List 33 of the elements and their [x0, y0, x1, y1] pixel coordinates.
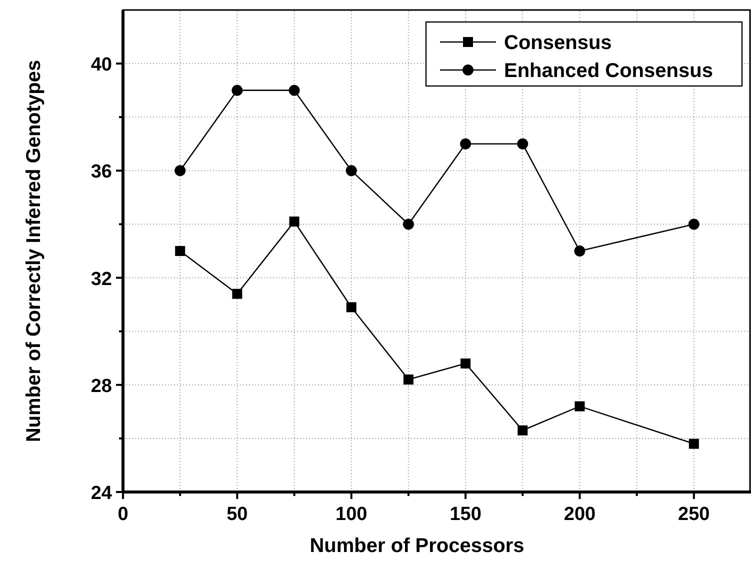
- point: [232, 288, 242, 299]
- point: [688, 438, 699, 449]
- legend-label: Consensus: [504, 32, 612, 54]
- point: [288, 84, 300, 96]
- point: [346, 302, 356, 312]
- y-tick-label: 28: [90, 376, 112, 397]
- x-tick-label: 0: [118, 504, 128, 525]
- y-tick-label: 24: [90, 483, 112, 504]
- y-axis-title: Number of Correctly Inferred Genotypes: [23, 60, 45, 442]
- point: [518, 425, 528, 436]
- x-tick-label: 150: [450, 504, 482, 525]
- point: [289, 216, 300, 227]
- point: [232, 84, 243, 96]
- point: [346, 165, 357, 176]
- point: [175, 246, 186, 256]
- x-tick-label: 250: [678, 504, 710, 525]
- point: [517, 138, 528, 150]
- y-tick-label: 40: [90, 54, 112, 76]
- y-tick-label: 36: [90, 162, 112, 183]
- point: [460, 138, 472, 150]
- x-tick-label: 200: [564, 504, 596, 525]
- x-tick-label: 100: [336, 504, 368, 525]
- point: [174, 165, 186, 176]
- point: [403, 374, 414, 385]
- point: [574, 401, 585, 412]
- point: [688, 218, 700, 230]
- point: [574, 246, 586, 256]
- y-tick-label: 32: [90, 268, 112, 290]
- point: [460, 358, 471, 368]
- point: [402, 218, 414, 230]
- x-tick-label: 50: [226, 504, 248, 525]
- legend-label: Enhanced Consensus: [504, 60, 713, 82]
- x-axis-title: Number of Processors: [310, 535, 524, 557]
